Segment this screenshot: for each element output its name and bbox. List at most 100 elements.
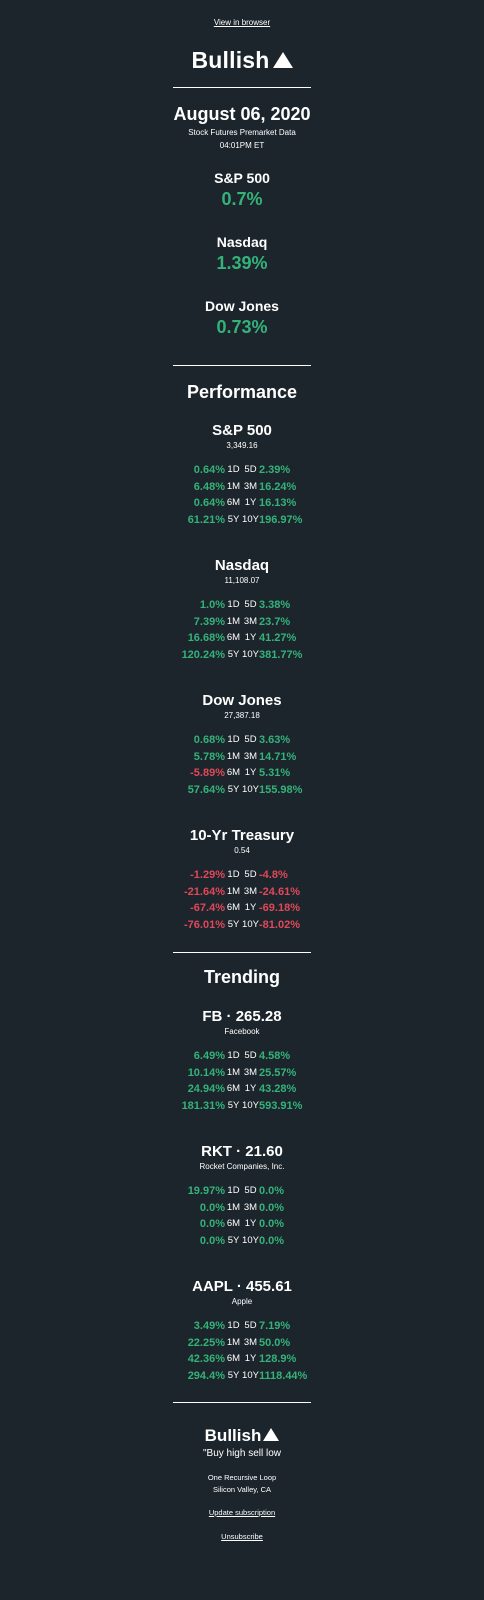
right-change: 155.98% (259, 783, 303, 796)
left-period: 1D (227, 869, 240, 880)
right-period: 10Y (242, 513, 259, 525)
right-period: 1Y (244, 767, 257, 778)
performance-row: 0.64% 1D 5D 2.39% (133, 462, 351, 479)
report-subtitle: Stock Futures Premarket Data (188, 128, 296, 137)
right-change: 128.9% (259, 1353, 297, 1365)
left-change: 5.78% (193, 750, 225, 763)
right-change: 593.91% (259, 1099, 303, 1112)
card-title: 10-Yr Treasury (189, 827, 295, 844)
performance-row: 5.78% 1M 3M 14.71% (133, 749, 351, 766)
right-period: 3M (243, 885, 258, 897)
logo-text: Bullish (204, 1426, 262, 1445)
left-change: -5.89% (190, 767, 225, 779)
stock-card: AAPL · 455.61 Apple 3.49% 1D 5D 7.19% 22.25% 1M… (0, 1277, 484, 1384)
right-period: 5D (244, 1185, 257, 1196)
left-change: -67.4% (190, 902, 225, 914)
performance-table: -1.29% 1D 5D -4.8% -21.64% 1M 3M -24.61% -67.4% 6… (133, 867, 351, 933)
right-change: 0.0% (259, 1218, 285, 1230)
right-change: 14.71% (259, 750, 297, 763)
right-change: 1118.44% (259, 1369, 308, 1382)
left-period: 5Y (227, 648, 240, 660)
left-period: 1D (227, 1185, 240, 1196)
right-period: 10Y (242, 1369, 259, 1381)
right-change: 50.0% (259, 1336, 291, 1349)
left-period: 1M (226, 480, 241, 492)
divider (173, 87, 311, 88)
left-change: 181.31% (181, 1099, 225, 1112)
performance-row: 0.0% 1M 3M 0.0% (133, 1200, 351, 1217)
left-change: 6.49% (193, 1050, 225, 1062)
left-change: 1.0% (199, 599, 225, 611)
right-period: 3M (243, 615, 258, 627)
performance-row: 6.48% 1M 3M 16.24% (133, 479, 351, 496)
index-summary-nasdaq: Nasdaq 1.39% (0, 233, 484, 275)
left-change: 61.21% (187, 513, 225, 526)
performance-list: S&P 500 3,349.16 0.64% 1D 5D 2.39% 6.48% 1M 3M 16… (0, 421, 484, 933)
index-change: 0.7% (221, 189, 263, 209)
left-period: 6M (226, 497, 241, 508)
right-period: 5D (244, 734, 257, 745)
divider (173, 365, 311, 366)
left-change: 42.36% (187, 1353, 225, 1365)
right-change: -4.8% (259, 869, 288, 881)
left-period: 1M (226, 750, 241, 762)
left-period: 6M (226, 1218, 241, 1229)
performance-row: -21.64% 1M 3M -24.61% (133, 884, 351, 901)
unsubscribe-link[interactable]: Unsubscribe (221, 1532, 263, 1541)
performance-row: 42.36% 6M 1Y 128.9% (133, 1351, 351, 1368)
trending-title: Trending (204, 967, 280, 987)
right-period: 3M (243, 1066, 258, 1078)
performance-row: 16.68% 6M 1Y 41.27% (133, 630, 351, 647)
right-change: 7.19% (259, 1320, 291, 1332)
right-change: 381.77% (259, 648, 303, 661)
left-period: 5Y (227, 1099, 240, 1111)
right-period: 1Y (244, 497, 257, 508)
performance-row: 0.0% 6M 1Y 0.0% (133, 1216, 351, 1233)
right-change: 16.13% (259, 497, 297, 509)
left-change: 120.24% (181, 648, 225, 661)
stock-card: Nasdaq 11,108.07 1.0% 1D 5D 3.38% 7.39% 1M 3M 23.… (0, 556, 484, 663)
left-period: 5Y (227, 513, 240, 525)
left-period: 6M (226, 902, 241, 913)
left-change: -21.64% (184, 885, 225, 898)
performance-table: 0.64% 1D 5D 2.39% 6.48% 1M 3M 16.24% 0.64% 6M 1Y 16… (133, 462, 351, 528)
card-title: S&P 500 (212, 422, 272, 439)
card-subtitle: 3,349.16 (226, 441, 258, 450)
update-subscription-link[interactable]: Update subscription (208, 1508, 276, 1517)
card-title: AAPL · 455.61 (192, 1278, 292, 1295)
performance-row: 22.25% 1M 3M 50.0% (133, 1335, 351, 1352)
header-logo: Bullish (0, 45, 484, 75)
right-period: 3M (243, 480, 258, 492)
right-change: 0.0% (259, 1185, 285, 1197)
index-name: Nasdaq (216, 234, 268, 250)
right-period: 5D (244, 1050, 257, 1061)
right-period: 1Y (244, 1353, 257, 1364)
left-change: 3.49% (193, 1320, 225, 1332)
stock-card: S&P 500 3,349.16 0.64% 1D 5D 2.39% 6.48% 1M 3M 16… (0, 421, 484, 528)
performance-table: 6.49% 1D 5D 4.58% 10.14% 1M 3M 25.57% 24.94% 6M 1Y… (133, 1048, 351, 1114)
right-change: 4.58% (259, 1050, 291, 1062)
left-period: 1D (227, 464, 240, 475)
left-period: 5Y (227, 783, 240, 795)
left-change: 0.64% (193, 464, 225, 476)
performance-row: -1.29% 1D 5D -4.8% (133, 867, 351, 884)
performance-row: 0.0% 5Y 10Y 0.0% (133, 1233, 351, 1250)
performance-row: 1.0% 1D 5D 3.38% (133, 597, 351, 614)
performance-row: 24.94% 6M 1Y 43.28% (133, 1081, 351, 1098)
left-period: 6M (226, 767, 241, 778)
performance-title: Performance (186, 382, 298, 402)
card-subtitle: Rocket Companies, Inc. (199, 1162, 285, 1171)
card-title: Dow Jones (202, 692, 282, 709)
card-subtitle: 11,108.07 (224, 576, 260, 585)
performance-table: 0.68% 1D 5D 3.63% 5.78% 1M 3M 14.71% -5.89% 6M 1Y 5… (133, 732, 351, 798)
right-change: 0.0% (259, 1201, 285, 1214)
left-change: 0.0% (199, 1234, 225, 1247)
left-change: 57.64% (187, 783, 225, 796)
right-period: 1Y (244, 1083, 257, 1094)
logo-text: Bullish (191, 47, 270, 73)
index-name: Dow Jones (205, 298, 279, 314)
index-summary-sp500: S&P 500 0.7% (0, 169, 484, 211)
view-in-browser-link[interactable]: View in browser (213, 18, 271, 27)
left-period: 1M (226, 1066, 241, 1078)
email-page: View in browser Bullish August 06, 2020 … (0, 18, 484, 1541)
